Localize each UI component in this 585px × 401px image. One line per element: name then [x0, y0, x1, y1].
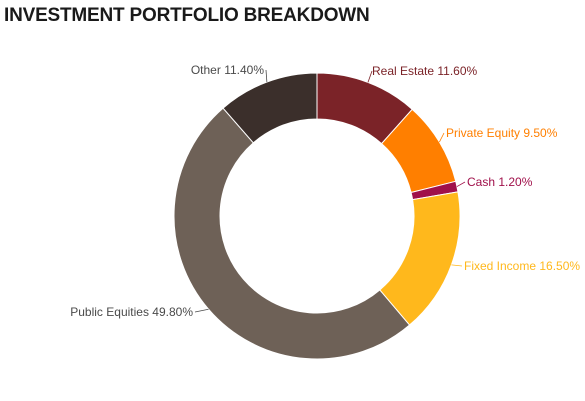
leader-line — [367, 70, 373, 83]
slices-layer — [173, 72, 461, 360]
leader-line — [451, 264, 463, 267]
leader-line — [439, 132, 445, 143]
leader-lines-layer — [194, 69, 466, 313]
slice-label: Other 11.40% — [191, 63, 264, 77]
slice-label: Cash 1.20% — [467, 175, 533, 189]
chart-title: INVESTMENT PORTFOLIO BREAKDOWN — [4, 5, 370, 26]
slice-label: Fixed Income 16.50% — [464, 259, 580, 273]
labels-layer: Real Estate 11.60% Private Equity 9.50% Ca… — [70, 63, 580, 319]
leader-line — [456, 181, 466, 187]
slice-label: Private Equity 9.50% — [446, 126, 558, 140]
slice-label: Real Estate 11.60% — [372, 64, 478, 78]
leader-line — [194, 308, 209, 313]
leader-line — [265, 69, 268, 83]
slice-label: Public Equities 49.80% — [70, 305, 193, 319]
donut-slice — [222, 72, 318, 144]
donut-slice — [173, 107, 411, 360]
